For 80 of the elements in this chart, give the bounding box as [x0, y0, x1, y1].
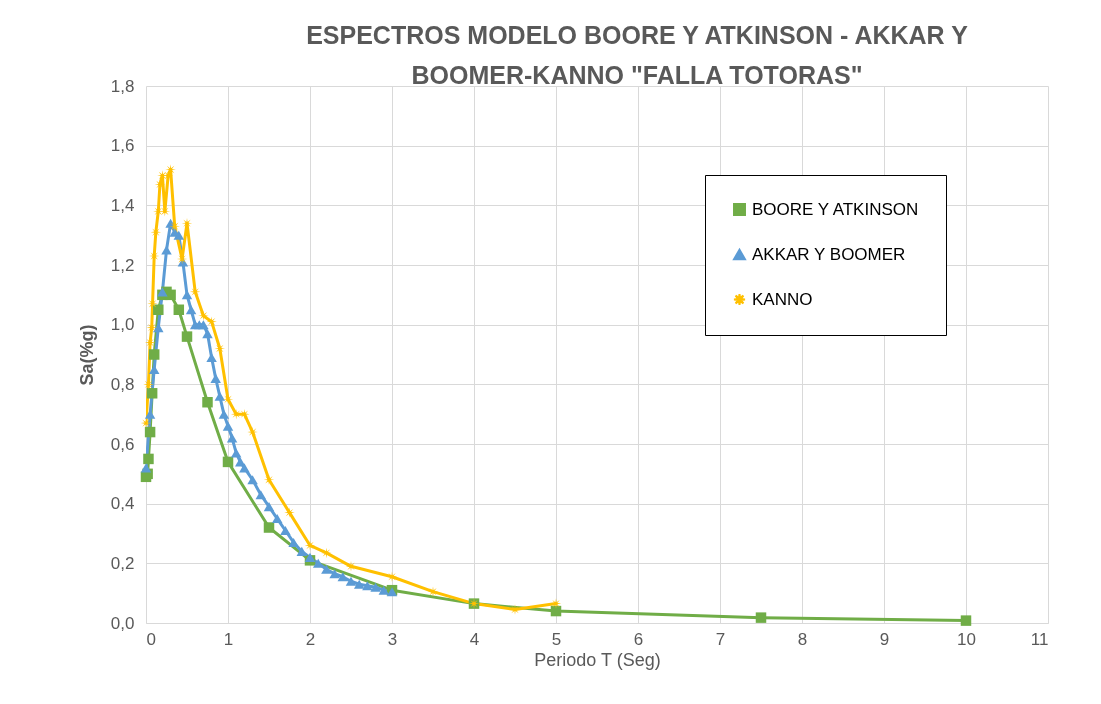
point [337, 572, 349, 582]
y-tick-label: 1,8 [110, 76, 135, 96]
point [263, 522, 275, 533]
y-tick-label: 0,8 [110, 374, 135, 394]
point [239, 408, 250, 420]
x-tick-label: 8 [797, 629, 808, 649]
legend-label: BOORE Y ATKINSON [752, 199, 919, 219]
point [173, 230, 185, 240]
legend-label: KANNO [752, 289, 813, 309]
point [198, 320, 209, 330]
point [222, 421, 234, 431]
point [255, 490, 267, 500]
y-tick-label: 1,6 [110, 136, 135, 156]
point [140, 463, 152, 473]
point [146, 388, 158, 399]
x-tick-label: 0 [146, 629, 156, 649]
point [222, 456, 234, 468]
point [165, 164, 176, 175]
point [239, 463, 250, 473]
point [181, 331, 193, 342]
point [353, 579, 365, 589]
point [214, 391, 226, 401]
chart-title: ESPECTROS MODELO BOORE Y ATKINSON - AKKAR Y BOOMER-KANNO "FALLA TOTORAS" [306, 21, 969, 89]
point [161, 245, 172, 255]
point [370, 582, 381, 592]
point [185, 305, 197, 315]
y-tick-label: 1,0 [110, 315, 135, 335]
x-tick-label: 10 [957, 629, 976, 649]
point [210, 373, 221, 383]
point [345, 576, 357, 586]
point [202, 396, 213, 408]
point [144, 426, 156, 438]
x-tick-label: 11 [1030, 629, 1049, 649]
point [271, 514, 283, 524]
point [226, 433, 238, 443]
point [153, 323, 164, 333]
x-tick-label: 4 [469, 629, 480, 649]
point [329, 569, 340, 579]
point [755, 612, 767, 623]
point [280, 525, 291, 536]
point [550, 605, 562, 617]
point [159, 206, 171, 217]
point [143, 453, 154, 465]
x-tick-label: 1 [223, 629, 234, 649]
point [321, 547, 332, 559]
legend-label: AKKAR Y BOOMER [752, 244, 906, 264]
y-tick-label: 0,2 [110, 553, 135, 573]
point [198, 310, 209, 321]
point [165, 289, 176, 301]
x-tick-label: 5 [551, 629, 562, 649]
point [378, 585, 390, 595]
point [247, 475, 258, 485]
x-tick-label: 7 [715, 629, 726, 649]
y-tick-label: 1,4 [110, 195, 135, 215]
point [202, 329, 213, 339]
y-axis-title: Sa(%g) [76, 324, 97, 386]
point [960, 615, 972, 626]
point [148, 349, 160, 360]
point [284, 507, 295, 518]
x-tick-label: 2 [305, 629, 316, 649]
point [362, 581, 373, 591]
point [218, 409, 230, 419]
point [173, 304, 185, 315]
y-tick-label: 1,2 [110, 255, 135, 275]
point [153, 304, 164, 315]
point [296, 546, 308, 556]
x-tick-label: 9 [879, 629, 890, 649]
point [206, 316, 217, 327]
point [288, 537, 299, 547]
y-tick-label: 0,6 [110, 434, 135, 454]
x-axis-title: Periodo T (Seg) [534, 649, 661, 670]
x-tick-label: 6 [633, 629, 644, 649]
point [247, 426, 258, 438]
y-tick-label: 0,4 [110, 494, 135, 514]
y-tick-label: 0,0 [110, 613, 135, 633]
point [263, 502, 275, 512]
point [157, 287, 168, 297]
x-tick-label: 3 [387, 629, 398, 649]
point [321, 564, 332, 574]
point [304, 552, 316, 562]
